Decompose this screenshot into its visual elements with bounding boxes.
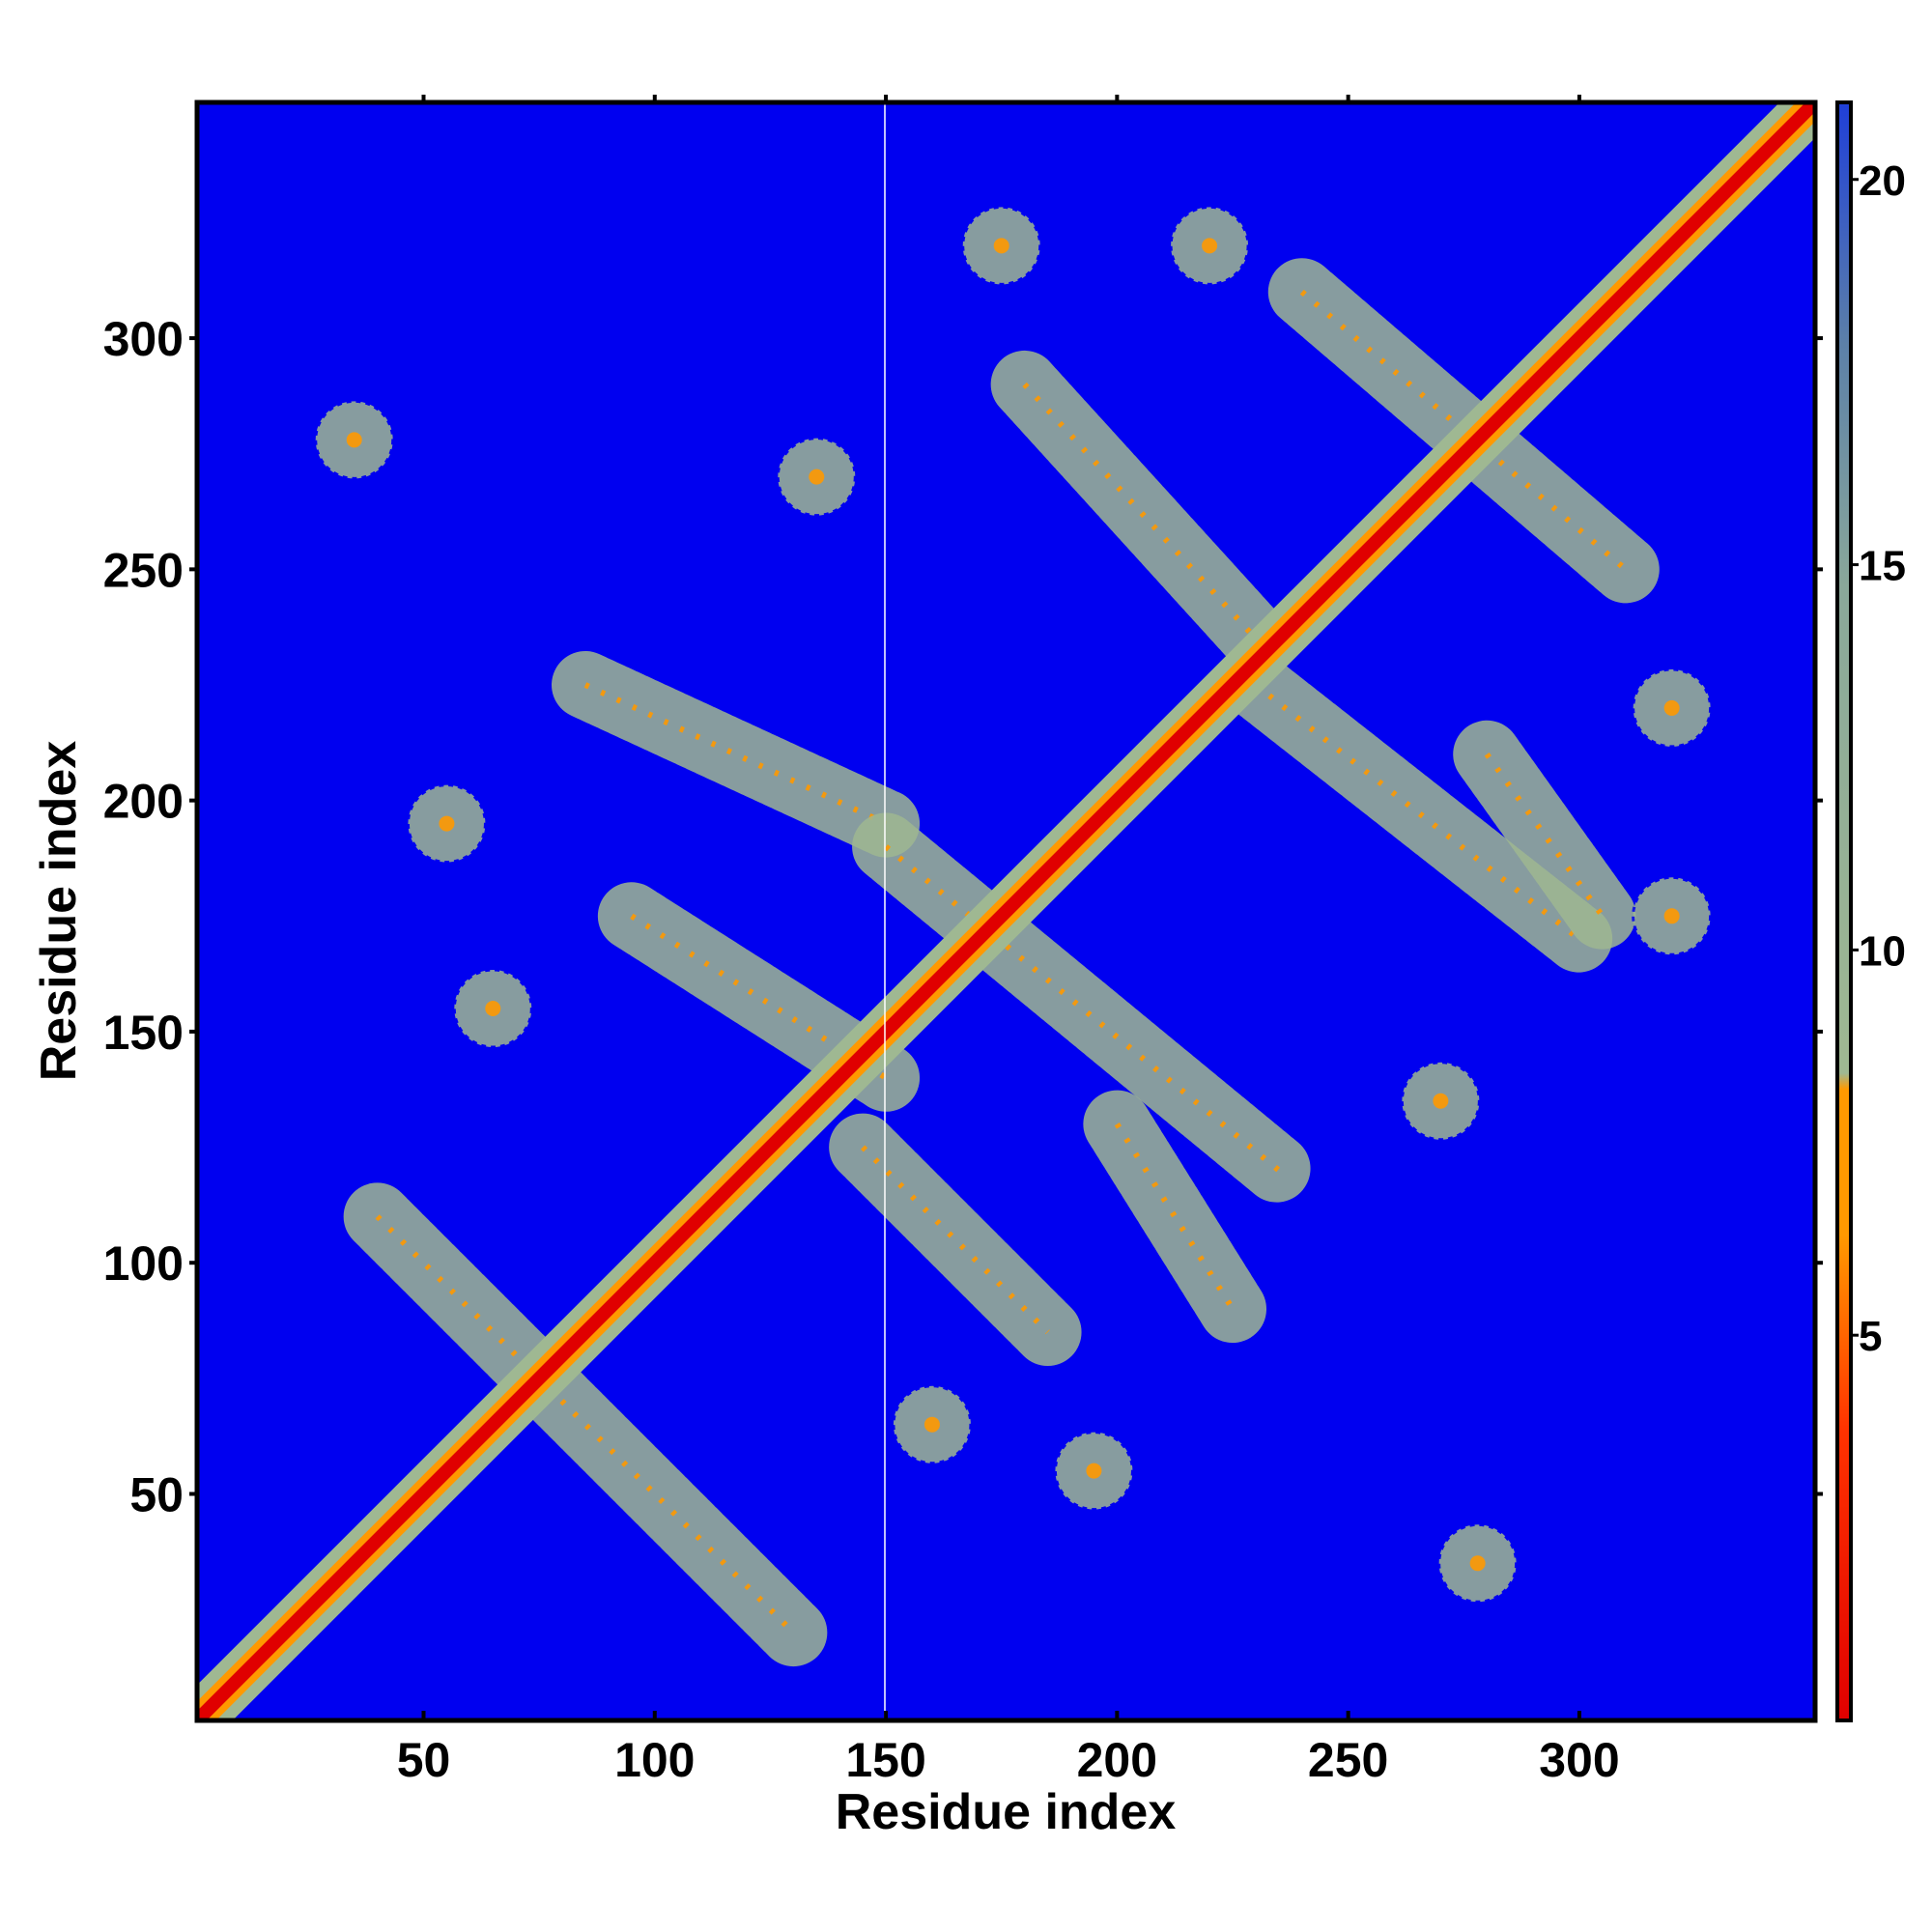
- contact-blob-core: [1469, 1555, 1486, 1572]
- contact-band-core: [1114, 1122, 1236, 1311]
- contact-blob-core: [1202, 238, 1218, 254]
- x-axis: 50 100 150 200 250 300: [397, 95, 1620, 1787]
- contact-blob-core: [993, 238, 1009, 254]
- y-tick-label: 100: [103, 1236, 184, 1291]
- colorbar-tick-label: 10: [1859, 927, 1906, 975]
- x-tick-label: 200: [1077, 1733, 1157, 1787]
- colorbar-tick-label: 15: [1859, 543, 1906, 590]
- colorbar-frame: [1835, 100, 1853, 1722]
- y-tick-label: 200: [103, 775, 184, 829]
- diagonal-core: [197, 102, 1815, 1720]
- contact-blob-core: [439, 815, 455, 832]
- contact-band-halo: [1221, 651, 1613, 974]
- contact-blob-core: [346, 432, 362, 448]
- x-axis-title: Residue index: [836, 1784, 1177, 1840]
- contact-band-core: [375, 1214, 796, 1635]
- contact-band-halo: [1453, 720, 1636, 951]
- contact-blob-core: [809, 469, 825, 485]
- x-tick-label: 250: [1308, 1733, 1388, 1787]
- y-axis-title: Residue index: [31, 741, 87, 1082]
- y-tick-label: 150: [103, 1006, 184, 1060]
- plot-frame: [194, 99, 1818, 1723]
- x-tick-label: 50: [397, 1733, 451, 1787]
- contact-band-core: [1299, 289, 1628, 572]
- contact-blob-core: [1663, 699, 1680, 716]
- contact-band-core: [583, 682, 888, 827]
- colorbar-tick-label: 20: [1859, 157, 1906, 205]
- y-tick-label: 300: [103, 312, 184, 366]
- contact-blob-core: [923, 1416, 940, 1433]
- x-tick-label: 300: [1539, 1733, 1619, 1787]
- contact-blob-core: [1663, 908, 1680, 924]
- y-tick-label: 250: [103, 543, 184, 597]
- contact-blob-core: [1086, 1463, 1102, 1479]
- y-axis: 50 100 150 200 250 300: [103, 312, 1823, 1522]
- x-tick-label: 100: [614, 1733, 695, 1787]
- y-tick-label: 50: [129, 1468, 184, 1522]
- colorbar-tick-label: 5: [1859, 1313, 1882, 1360]
- colorbar-gradient: [1837, 102, 1851, 1720]
- contact-band-halo: [829, 1113, 1082, 1366]
- colorbar: 5 10 15 20: [1835, 100, 1906, 1722]
- x-tick-label: 150: [845, 1733, 925, 1787]
- contact-blob-core: [1433, 1093, 1449, 1109]
- contact-band-halo: [990, 350, 1290, 673]
- contact-band-halo: [852, 812, 1313, 1205]
- contact-blob-core: [485, 1001, 501, 1016]
- heatmap-cells: [197, 102, 1815, 1720]
